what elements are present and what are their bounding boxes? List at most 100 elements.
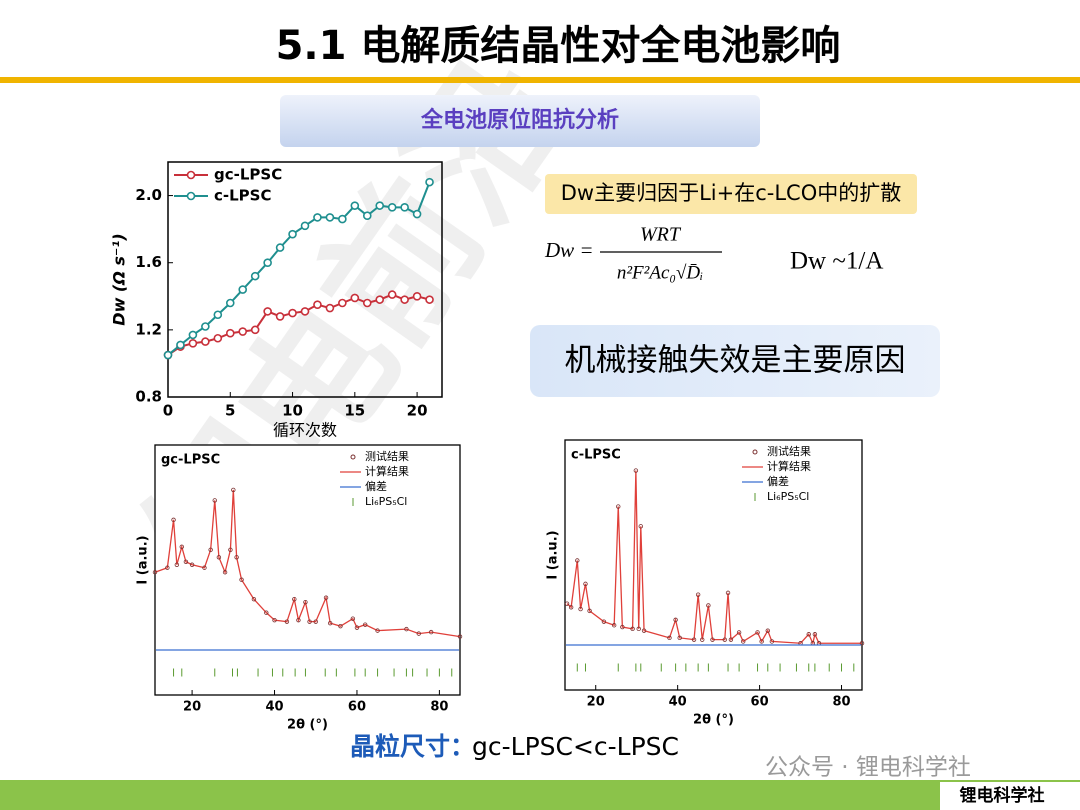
data-point (338, 214, 347, 224)
subtitle-box (280, 95, 760, 147)
data-point (325, 303, 335, 313)
measured-point (765, 628, 770, 633)
data-point (238, 327, 248, 336)
y-axis-label: I (a.u.) (546, 530, 561, 579)
footer-bar (0, 780, 1080, 810)
x-tick-label: 20 (183, 700, 201, 715)
measured-point (183, 559, 189, 564)
x-tick-label: 40 (265, 700, 283, 715)
measured-point (638, 524, 643, 529)
measured-point (292, 596, 297, 602)
measured-point (327, 620, 333, 626)
measured-point (728, 637, 734, 642)
wechat-watermark: 公众号 · 锂电科学社 (765, 755, 971, 781)
data-point (213, 333, 223, 343)
measured-point (706, 603, 711, 608)
data-point (188, 330, 198, 340)
data-point (375, 295, 385, 304)
measured-point (575, 558, 580, 563)
measured-point (769, 639, 775, 644)
series-line (167, 293, 430, 356)
measured-point (363, 622, 368, 627)
x-tick-label: 15 (344, 402, 365, 420)
data-point (300, 221, 310, 231)
data-point (188, 338, 198, 348)
data-point (387, 203, 397, 212)
panel-label: c-LPSC (571, 448, 621, 463)
measured-point (611, 623, 617, 628)
data-point (400, 203, 409, 212)
y-axis-label: I (a.u.) (136, 535, 151, 584)
grain-text: gc-LPSC<c-LPSC (472, 732, 679, 761)
measured-point (633, 468, 639, 473)
data-point (263, 307, 272, 316)
data-point (225, 328, 235, 338)
formula-denominator: n²F²Ac₀√D̄ᵢ (617, 262, 703, 283)
y-tick-label: 0.8 (135, 388, 162, 406)
series-line (167, 181, 431, 356)
y-axis-label: Dw (Ω s⁻¹) (110, 233, 129, 325)
grain-label: 晶粒尺寸： (350, 732, 475, 761)
data-point (313, 300, 322, 309)
measured-point (404, 626, 409, 632)
x-axis-label: 循环次数 (273, 421, 337, 440)
measured-point (859, 641, 865, 646)
legend-marker (186, 170, 196, 180)
note: Dw主要归因于Li+在c-LCO中的扩散 (561, 181, 902, 205)
legend-marker (752, 449, 758, 455)
measured-point (673, 617, 678, 623)
data-point (275, 312, 285, 321)
x-tick-label: 20 (407, 402, 428, 420)
measured-point (375, 628, 380, 633)
legend-label: 计算结果 (365, 464, 409, 478)
data-point (412, 209, 422, 219)
measured-point (636, 626, 641, 632)
measured-point (307, 619, 312, 624)
data-point (176, 340, 185, 350)
subtitle: 全电池原位阻抗分析 (420, 107, 619, 133)
plot-frame (564, 439, 863, 691)
data-point (325, 213, 335, 222)
x-tick-label: 80 (430, 700, 448, 715)
data-point (362, 298, 372, 308)
legend-label: 测试结果 (767, 445, 811, 458)
measured-point (725, 590, 731, 596)
data-point (338, 298, 347, 308)
measured-point (806, 632, 811, 637)
data-point (238, 285, 248, 294)
data-point (263, 258, 272, 268)
legend-label: Li₆PS₅Cl (365, 495, 407, 508)
panel-label: gc-LPSC (161, 453, 220, 468)
measured-point (568, 605, 574, 610)
data-point (288, 308, 297, 318)
measured-point (303, 599, 308, 605)
measured-point (228, 547, 233, 552)
x-tick-label: 10 (282, 402, 303, 420)
data-point (350, 293, 360, 303)
data-point (375, 201, 385, 210)
measured-point (313, 619, 318, 624)
data-point (362, 211, 372, 221)
measured-point (354, 625, 360, 630)
measured-point (695, 592, 701, 597)
measured-point (174, 562, 180, 567)
measured-point (741, 639, 746, 644)
data-point (225, 298, 235, 308)
data-point (300, 307, 310, 316)
data-point (201, 322, 210, 331)
measured-point (272, 617, 277, 623)
legend-label: gc-LPSC (214, 166, 282, 184)
legend-label: 偏差 (767, 474, 789, 488)
measured-point (264, 610, 269, 615)
measured-point (722, 637, 727, 642)
measured-point (667, 635, 672, 641)
measured-point (296, 617, 301, 623)
data-point (213, 310, 223, 320)
legend-marker (186, 191, 196, 201)
slide-title: 5.1 电解质结晶性对全电池影响 (276, 23, 841, 69)
data-point (250, 325, 260, 335)
measured-point (812, 632, 818, 637)
title-rule (0, 77, 1080, 83)
legend-label: 偏差 (365, 479, 387, 493)
